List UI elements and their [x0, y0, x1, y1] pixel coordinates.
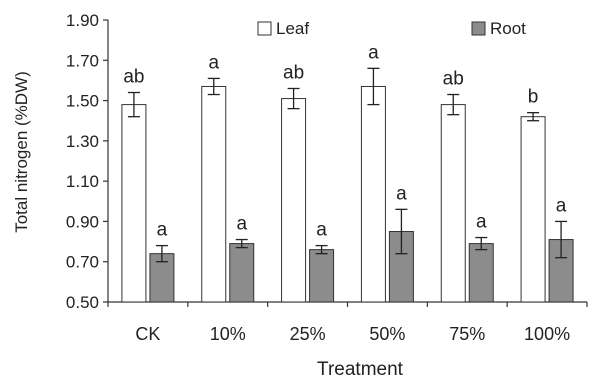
leaf-significance-letter: ab: [283, 62, 304, 83]
legend-swatch-root: [471, 21, 486, 36]
leaf-bar: [520, 116, 546, 303]
leaf-bar: [201, 85, 227, 303]
x-tick-label: CK: [135, 324, 160, 344]
y-tick-label: 1.50: [66, 92, 99, 111]
root-bar: [309, 249, 335, 303]
root-significance-letter: a: [476, 212, 487, 233]
x-tick-label: 50%: [369, 324, 405, 344]
root-significance-letter: a: [556, 195, 567, 216]
y-tick-label: 0.50: [66, 293, 99, 312]
x-tick-label: 10%: [210, 324, 246, 344]
leaf-significance-letter: ab: [443, 69, 464, 90]
root-significance-letter: a: [316, 220, 327, 241]
legend-label-root: Root: [490, 19, 526, 38]
y-tick-label: 1.70: [66, 51, 99, 70]
root-significance-letter: a: [236, 214, 247, 235]
x-tick-label: 25%: [290, 324, 326, 344]
leaf-bar: [121, 104, 147, 303]
legend-label-leaf: Leaf: [276, 19, 309, 38]
y-tick-label: 1.10: [66, 172, 99, 191]
x-tick-label: 100%: [524, 324, 570, 344]
y-axis: 0.50 0.70 0.90 1.10 1.30 1.50 1.70 1.90: [66, 11, 109, 312]
x-axis: CK 10% 25% 50% 75% 100%: [107, 301, 588, 344]
leaf-significance-letter: a: [208, 52, 219, 73]
leaf-significance-letter: a: [368, 42, 379, 63]
y-tick-label: 0.90: [66, 212, 99, 231]
leaf-bar: [281, 98, 307, 303]
root-significance-letter: a: [396, 183, 407, 204]
y-axis-label: Total nitrogen (%DW): [12, 71, 31, 233]
root-significance-letter: a: [157, 220, 168, 241]
leaf-significance-letter: b: [528, 87, 539, 108]
y-tick-label: 1.90: [66, 11, 99, 30]
root-bar: [229, 243, 255, 303]
y-tick-label: 1.30: [66, 132, 99, 151]
legend: Leaf Root: [257, 19, 526, 38]
x-tick-label: 75%: [449, 324, 485, 344]
y-tick-label: 0.70: [66, 253, 99, 272]
leaf-bar: [360, 85, 386, 303]
leaf-bar: [440, 104, 466, 303]
root-bar: [468, 243, 494, 303]
x-axis-label: Treatment: [317, 359, 404, 380]
legend-swatch-leaf: [257, 21, 272, 36]
leaf-significance-letter: ab: [123, 67, 144, 88]
